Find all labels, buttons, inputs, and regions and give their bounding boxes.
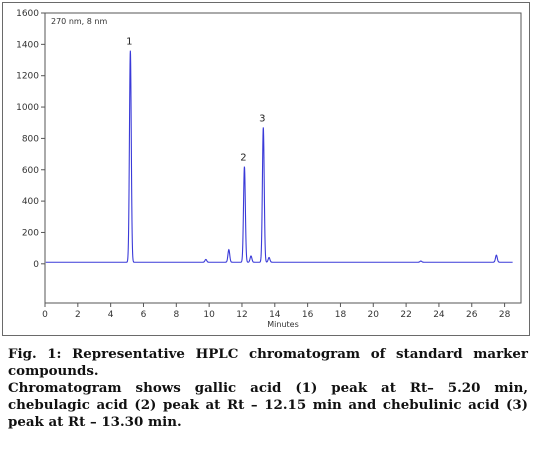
- x-tick-label: 24: [433, 310, 445, 320]
- y-tick-label: 800: [22, 134, 39, 144]
- x-tick-label: 18: [335, 310, 347, 320]
- x-tick-label: 8: [173, 310, 179, 320]
- x-tick-label: 0: [42, 310, 48, 320]
- figure-caption: Fig. 1: Representative HPLC chromatogram…: [8, 346, 528, 431]
- peak-label-2: 2: [240, 153, 246, 164]
- x-tick-label: 12: [236, 310, 247, 320]
- y-tick-label: 1400: [16, 40, 39, 50]
- y-tick-label: 1000: [16, 103, 39, 113]
- x-tick-label: 26: [466, 310, 478, 320]
- x-tick-label: 4: [108, 310, 114, 320]
- figure-description: Chromatogram shows gallic acid (1) peak …: [8, 380, 528, 430]
- x-tick-label: 14: [269, 310, 281, 320]
- peak-label-1: 1: [126, 37, 132, 48]
- x-tick-label: 20: [368, 310, 380, 320]
- x-tick-label: 16: [302, 310, 314, 320]
- x-tick-label: 10: [203, 310, 215, 320]
- y-tick-label: 600: [22, 166, 39, 176]
- chromatogram-trace: [45, 50, 513, 263]
- x-tick-label: 2: [75, 310, 81, 320]
- x-tick-label: 28: [499, 310, 511, 320]
- y-tick-label: 400: [22, 197, 39, 207]
- detector-annotation: 270 nm, 8 nm: [51, 17, 107, 26]
- x-tick-label: 22: [400, 310, 411, 320]
- figure-title: Fig. 1: Representative HPLC chromatogram…: [8, 346, 528, 379]
- y-tick-label: 1600: [16, 9, 39, 19]
- plot-frame: [44, 12, 522, 304]
- peak-label-3: 3: [259, 113, 265, 124]
- y-tick-label: 200: [22, 228, 39, 238]
- x-tick-label: 6: [141, 310, 147, 320]
- chromatogram-panel: 0 200 400 600 800 1000 1200 1400 1600 0 2 4 6 8 10 12 14…: [2, 2, 530, 336]
- y-tick-label: 0: [33, 260, 39, 270]
- y-tick-label: 1200: [16, 72, 39, 82]
- x-axis-label: Minutes: [267, 320, 299, 329]
